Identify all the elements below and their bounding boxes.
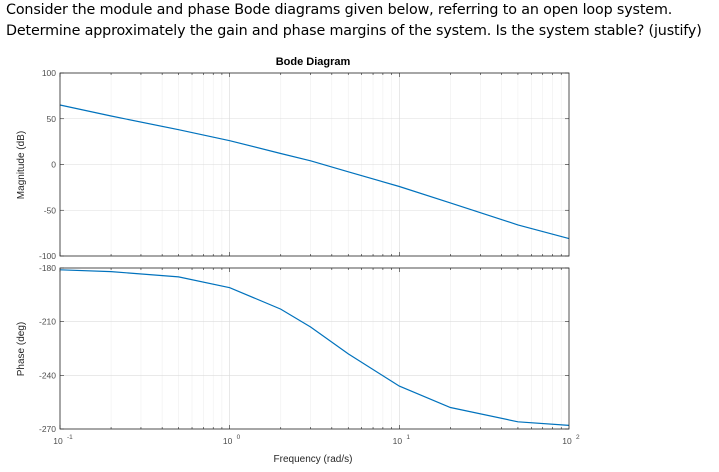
magnitude-ylabel: Magnitude (dB)	[16, 131, 27, 199]
x-tick-exponent: -1	[67, 434, 73, 441]
x-tick-label: 10	[223, 436, 233, 446]
x-tick-label: 10	[562, 436, 572, 446]
question-text: Consider the module and phase Bode diagr…	[6, 0, 718, 42]
y-tick-label: 100	[42, 68, 56, 78]
y-tick-label: -240	[39, 370, 56, 380]
phase-frame	[59, 267, 570, 430]
x-tick-exponent: 2	[576, 434, 580, 441]
x-tick-label: 10	[393, 436, 403, 446]
phase-panel: -180 -210 -240 -270 Phase (deg)	[16, 263, 570, 434]
magnitude-panel: 100 50 0 -50 -100 Magnitude (dB)	[16, 68, 570, 261]
magnitude-curve	[59, 104, 570, 240]
frequency-axis-ticks: 10 -1 10 0 10 1 10 2	[53, 434, 580, 446]
chart-title: Bode Diagram	[276, 56, 351, 68]
y-tick-label: -270	[39, 424, 56, 434]
x-tick-exponent: 0	[237, 434, 241, 441]
phase-ylabel: Phase (deg)	[16, 322, 27, 376]
phase-curve	[59, 269, 570, 426]
question-line-2: Determine approximately the gain and pha…	[6, 23, 702, 39]
x-tick-exponent: 1	[406, 434, 410, 441]
question-line-1: Consider the module and phase Bode diagr…	[6, 2, 673, 18]
y-tick-label: 50	[47, 114, 57, 124]
phase-plot-area	[60, 268, 569, 429]
frequency-xlabel: Frequency (rad/s)	[274, 454, 353, 465]
x-tick-label: 10	[53, 436, 63, 446]
y-tick-label: 0	[51, 160, 56, 170]
magnitude-frame	[59, 72, 570, 257]
y-tick-label: -180	[39, 263, 56, 273]
y-tick-label: -100	[39, 251, 56, 261]
y-tick-label: -50	[44, 205, 57, 215]
y-tick-label: -210	[39, 317, 56, 327]
